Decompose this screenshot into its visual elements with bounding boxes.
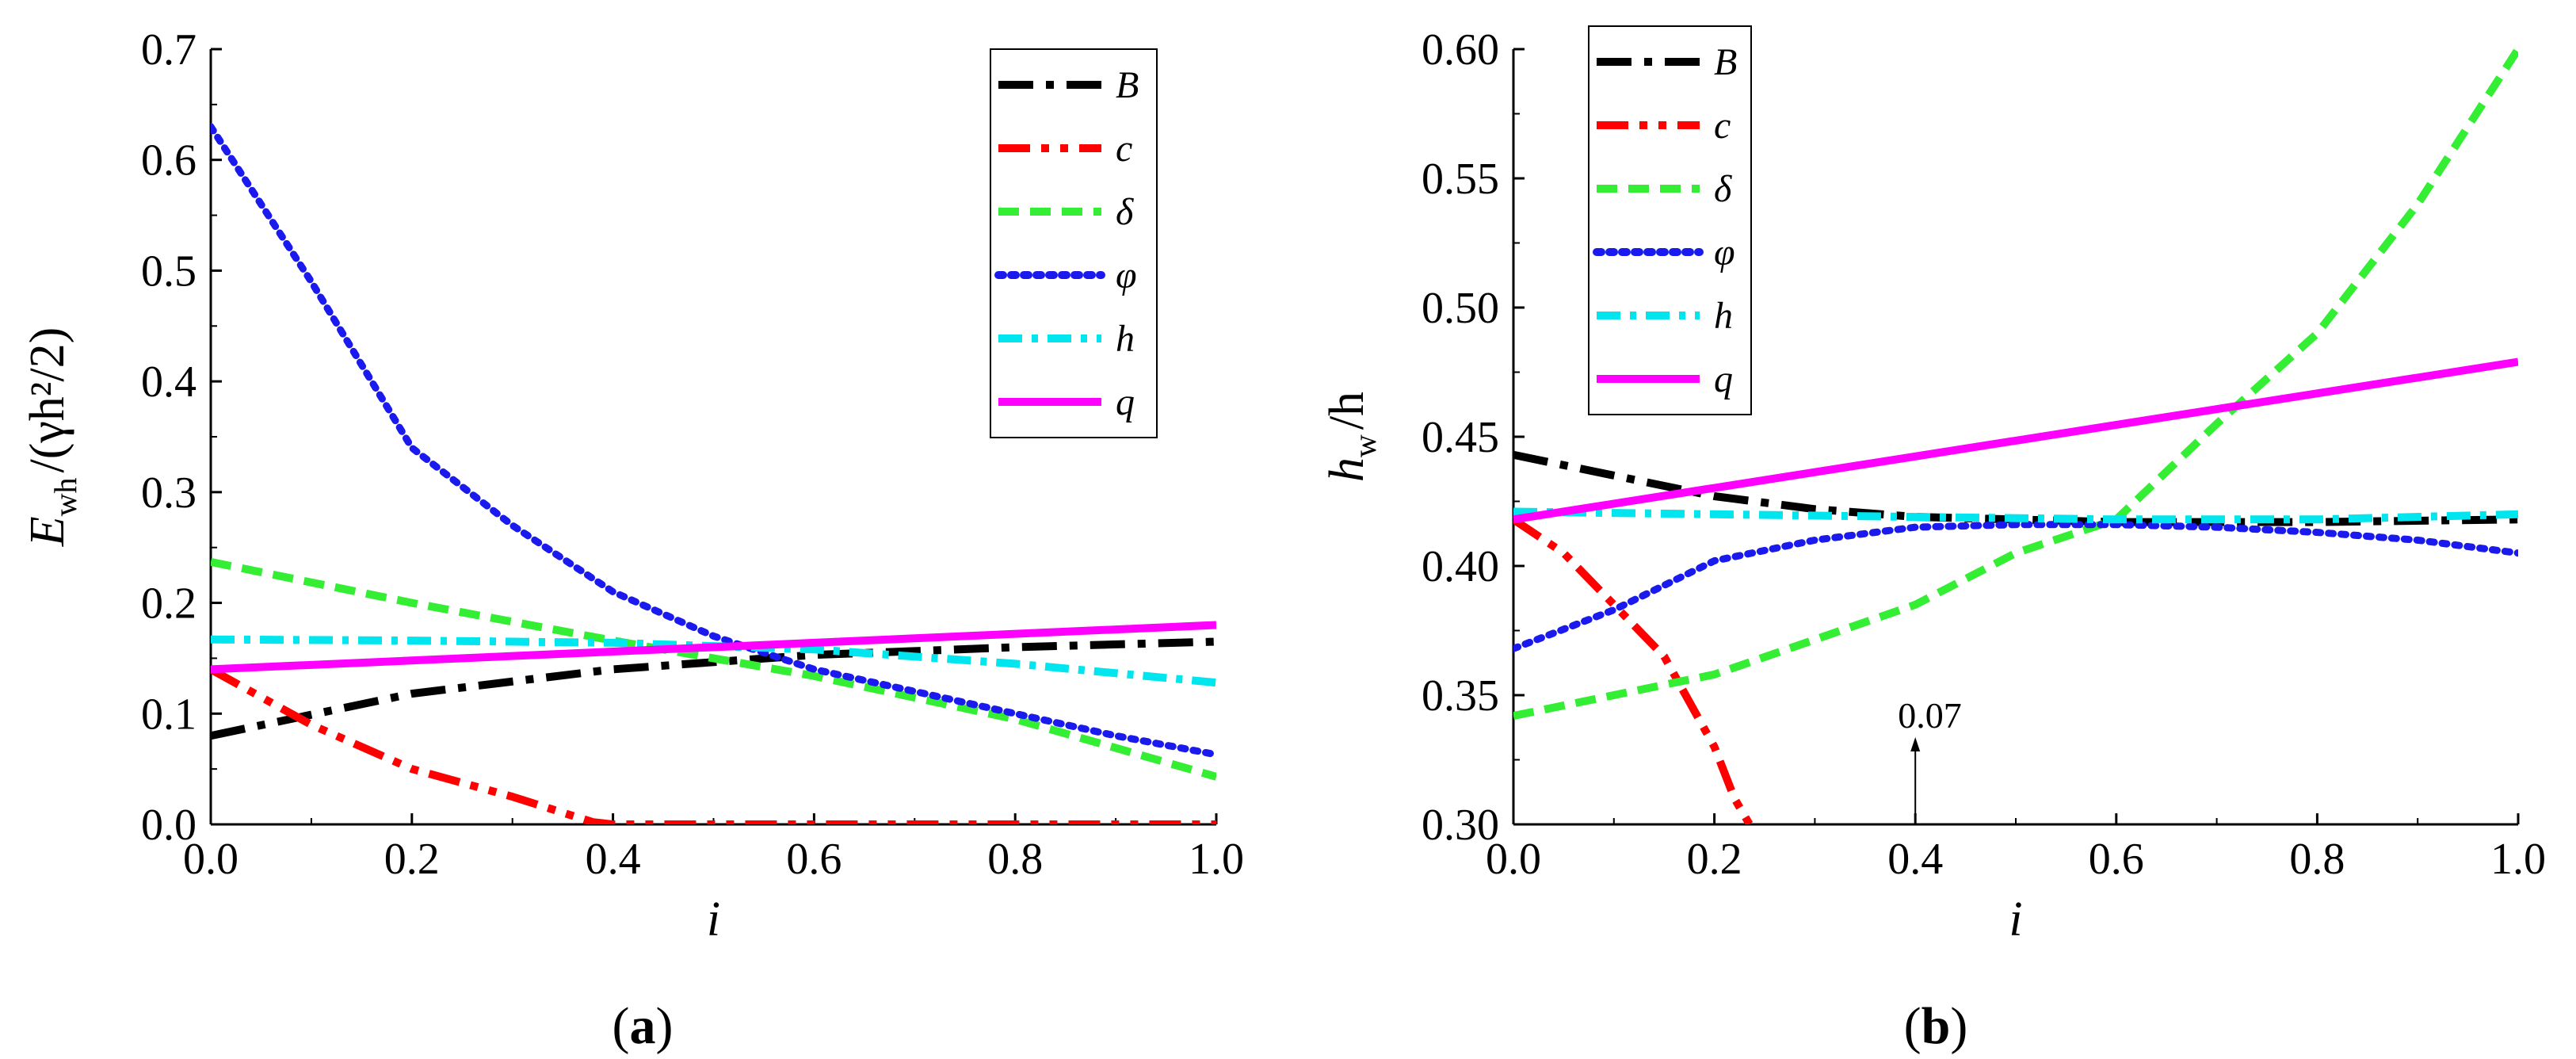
legend-label-phi: φ (1116, 254, 1137, 296)
y-tick-label: 0.60 (1422, 25, 1499, 75)
series-line-q (211, 621, 1216, 674)
legend-label-B: B (1714, 41, 1737, 83)
y-tick-label: 0.45 (1422, 413, 1499, 462)
x-tick-label: 0.2 (1687, 835, 1742, 884)
legend-box (990, 48, 1158, 438)
x-tick-label: 0.8 (2289, 835, 2345, 884)
x-tick-label: 0.4 (1887, 835, 1943, 884)
y-axis-label-rest: /h (1320, 392, 1374, 430)
y-axis-label-sub: wh (48, 477, 83, 516)
x-tick-label: 0.0 (183, 835, 239, 884)
y-tick-label: 0.35 (1422, 671, 1499, 721)
y-tick-label: 0.5 (141, 247, 197, 296)
caption-a-letter: a (630, 997, 656, 1055)
x-tick-label: 1.0 (2490, 835, 2546, 884)
series-line-c (211, 666, 1216, 824)
y-axis-label-sub: w (1347, 434, 1383, 457)
y-tick-label: 0.3 (141, 468, 197, 518)
x-tick-label: 0.6 (786, 835, 841, 884)
y-tick-label: 0.0 (141, 801, 197, 850)
series-line-delta (211, 558, 1216, 781)
x-tick-label: 0.2 (384, 835, 440, 884)
caption-b-letter: b (1922, 997, 1951, 1055)
y-axis-label: hw/h (1320, 392, 1383, 482)
y-axis-label-rest: /(γh²/2) (21, 327, 74, 473)
series-line-q (1513, 357, 2518, 524)
legend-label-q: q (1714, 358, 1733, 400)
legend-label-B: B (1116, 64, 1139, 106)
annotation-label: 0.07 (1898, 695, 1962, 736)
x-tick-label: 0.0 (1486, 835, 1541, 884)
y-tick-label: 0.55 (1422, 155, 1499, 204)
y-axis-label-main: E (21, 516, 74, 547)
caption-b: (b) (1904, 997, 1968, 1055)
panel-b: 0.0 0.2 0.4 0.6 0.8 1.0 0.30 0.35 0.40 0.45 0.50 0.… (1320, 25, 2546, 946)
x-tick-label: 1.0 (1189, 835, 1244, 884)
x-tick-label: 0.8 (987, 835, 1043, 884)
legend-box (1588, 25, 1752, 415)
legend-label-q: q (1116, 381, 1135, 423)
y-axis-label-main: h (1320, 457, 1374, 482)
y-tick-label: 0.40 (1422, 542, 1499, 591)
legend-label-delta: δ (1714, 168, 1732, 210)
x-tick-label: 0.4 (586, 835, 641, 884)
x-axis-label: i (707, 893, 720, 946)
y-tick-label: 0.7 (141, 25, 197, 75)
y-axis-label: Ewh /(γh²/2) (21, 327, 83, 548)
series-line-c (1513, 516, 1755, 824)
legend-label-h: h (1116, 318, 1135, 360)
legend-label-h: h (1714, 295, 1733, 337)
legend-label-delta: δ (1116, 191, 1134, 233)
legend-label-phi: φ (1714, 231, 1735, 273)
x-axis-label: i (2009, 893, 2022, 946)
y-tick-label: 0.2 (141, 579, 197, 629)
caption-a: (a) (613, 997, 674, 1055)
y-tick-label: 0.30 (1422, 801, 1499, 850)
series-group (211, 123, 1216, 824)
panel-a: 0.0 0.2 0.4 0.6 0.8 1.0 0.0 0.1 0.2 0.3 0.4 0.5 0.6 0… (21, 25, 1244, 946)
y-tick-label: 0.4 (141, 357, 197, 407)
series-line-phi (211, 123, 1216, 759)
y-tick-label: 0.1 (141, 690, 197, 739)
series-group (1513, 47, 2518, 824)
legend-label-c: c (1714, 105, 1731, 147)
annotation-arrow-head (1910, 737, 1921, 751)
y-tick-label: 0.6 (141, 136, 197, 185)
y-tick-label: 0.50 (1422, 284, 1499, 333)
series-line-phi (1513, 521, 2518, 652)
series-line-h (1513, 507, 2518, 524)
legend-label-c: c (1116, 128, 1132, 170)
x-tick-label: 0.6 (2089, 835, 2144, 884)
